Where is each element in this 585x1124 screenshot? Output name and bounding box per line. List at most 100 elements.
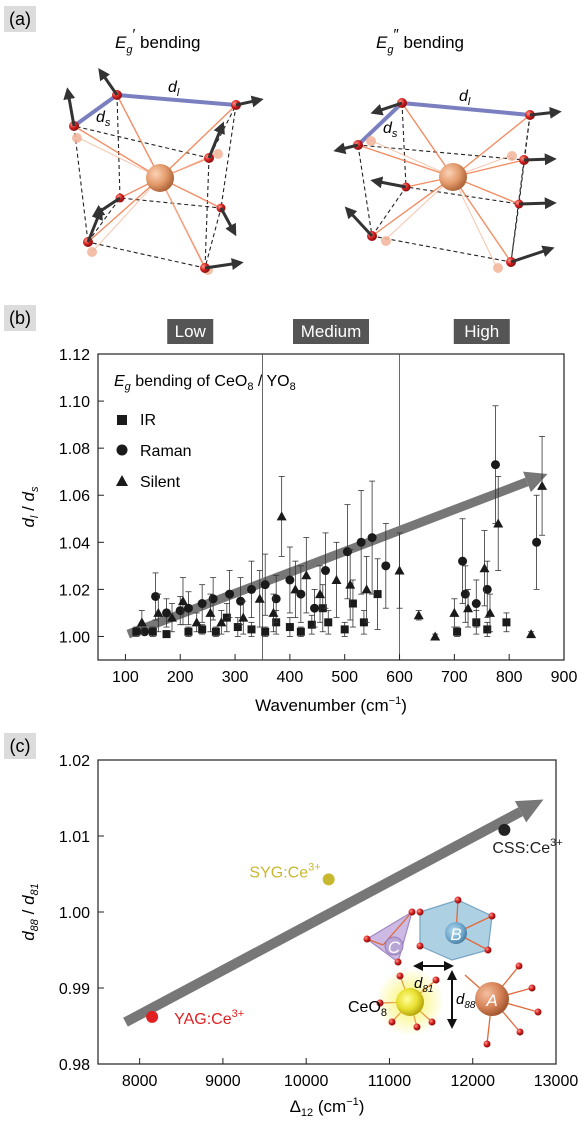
y-tick-label: 0.98 <box>59 1057 90 1074</box>
silent-point <box>331 574 342 584</box>
x-tick-label: 300 <box>222 669 249 686</box>
left-ds-line <box>72 93 119 128</box>
x-tick-label: 600 <box>386 669 413 686</box>
silent-point <box>413 610 424 620</box>
silent-point <box>191 617 202 627</box>
panel-a-left-title: Eg′ bending <box>115 26 201 56</box>
ce-atom <box>396 988 424 1016</box>
inset-ceo8-label: CeO8 <box>348 999 387 1019</box>
panel-a-tag-bg <box>4 6 36 32</box>
raman-point <box>482 584 492 594</box>
b-site-atom <box>445 922 467 944</box>
raman-point <box>367 533 377 543</box>
panel-b-plot-frame <box>97 353 565 661</box>
raman-point <box>208 594 218 604</box>
band-label-low: Low <box>175 322 207 341</box>
panel-b: (b) Low Medium High 100 200 300 400 500 600 700 8… <box>4 305 577 715</box>
silent-point <box>484 607 495 617</box>
ir-point <box>348 599 357 608</box>
raman-point <box>460 589 470 599</box>
x-tick-label: 13000 <box>534 1073 579 1090</box>
inset-d88-label: d88 <box>456 991 476 1011</box>
data-points-c: YAG:Ce3+ SYG:Ce3+ CSS:Ce3+ <box>146 823 563 1028</box>
legend-raman-label: Raman <box>140 443 192 460</box>
raman-point <box>321 566 331 576</box>
panel-b-tag-bg <box>4 305 36 331</box>
silent-point <box>254 593 265 603</box>
raman-point <box>532 537 542 547</box>
silent-point <box>177 596 188 606</box>
silent-point <box>394 565 405 575</box>
panel-a-right-title: Eg″ bending <box>376 26 464 56</box>
x-tick-label: 900 <box>551 669 578 686</box>
cssce-point <box>498 823 511 836</box>
silent-point <box>449 607 460 617</box>
left-dl-label: dl <box>168 79 180 99</box>
raman-point <box>271 594 281 604</box>
ir-point <box>285 623 294 632</box>
trend-arrow-shaft <box>126 477 529 639</box>
raman-point <box>151 591 161 601</box>
yagce-point <box>146 1010 159 1023</box>
panel-c-y-label: d88 / d81 <box>19 883 41 941</box>
silent-point <box>167 612 178 622</box>
yagce-label: YAG:Ce3+ <box>174 1008 244 1028</box>
silent-point <box>493 518 504 528</box>
ir-point <box>184 627 193 636</box>
ir-point <box>211 627 220 636</box>
cssce-label: CSS:Ce3+ <box>492 837 562 857</box>
right-ds-label: ds <box>383 120 398 140</box>
raman-point <box>458 556 468 566</box>
x-tick-label: 12000 <box>450 1073 495 1090</box>
x-tick-label: 9000 <box>205 1073 241 1090</box>
inset-d81-label: d81 <box>414 975 433 995</box>
ir-point <box>453 627 462 636</box>
x-tick-label: 10000 <box>284 1073 329 1090</box>
y-tick-label: 1.06 <box>59 488 90 505</box>
raman-point <box>140 627 150 637</box>
left-polyhedron: dl ds <box>63 68 264 275</box>
x-tick-label: 800 <box>496 669 523 686</box>
band-box-low <box>167 319 214 344</box>
band-dividers <box>262 354 400 660</box>
ir-point <box>261 627 270 636</box>
raman-point <box>183 603 193 613</box>
left-center-atom <box>146 164 174 192</box>
panel-a-tag: (a) <box>9 9 31 29</box>
ir-point <box>162 630 171 639</box>
ir-point <box>502 618 511 627</box>
silent-point <box>479 563 490 573</box>
raman-point <box>342 547 352 557</box>
panel-b-y-label: dl / ds <box>19 486 41 528</box>
right-dl-label: dl <box>459 88 471 108</box>
silent-point <box>216 617 227 627</box>
silent-point <box>205 607 216 617</box>
ir-point <box>198 625 207 634</box>
legend-silent-marker <box>116 475 128 486</box>
y-axis-ticks-c: 0.98 0.99 1.00 1.01 1.02 <box>59 753 104 1074</box>
left-ds-label: ds <box>96 109 111 129</box>
ir-point <box>373 590 382 599</box>
silent-point <box>301 570 312 580</box>
band-box-medium <box>293 319 369 344</box>
panel-c-tag: (c) <box>10 736 31 756</box>
y-tick-label: 1.12 <box>59 347 90 364</box>
legend-raman-marker <box>116 444 128 456</box>
x-tick-label: 700 <box>441 669 468 686</box>
raman-point <box>356 537 366 547</box>
x-axis-ticks: 100 200 300 400 500 600 700 800 900 <box>112 654 577 686</box>
data-points-b <box>132 405 548 641</box>
legend-ir-label: IR <box>140 412 156 429</box>
y-tick-label: 1.00 <box>59 629 90 646</box>
inset-a-label: A <box>485 991 497 1010</box>
ir-point <box>324 618 333 627</box>
band-box-high <box>453 319 510 344</box>
band-label-high: High <box>464 322 499 341</box>
a-site-atom <box>475 982 509 1016</box>
x-tick-label: 11000 <box>368 1073 411 1090</box>
panel-c: (c) 8000 9000 10000 11000 12000 13000 0.980.9… <box>4 733 578 1119</box>
y-axis-ticks: 1.00 1.02 1.04 1.06 1.08 1.10 1.12 <box>59 347 104 646</box>
x-tick-label: 500 <box>331 669 358 686</box>
panel-c-tag-bg <box>4 733 36 759</box>
sygce-label: SYG:Ce3+ <box>249 861 320 881</box>
